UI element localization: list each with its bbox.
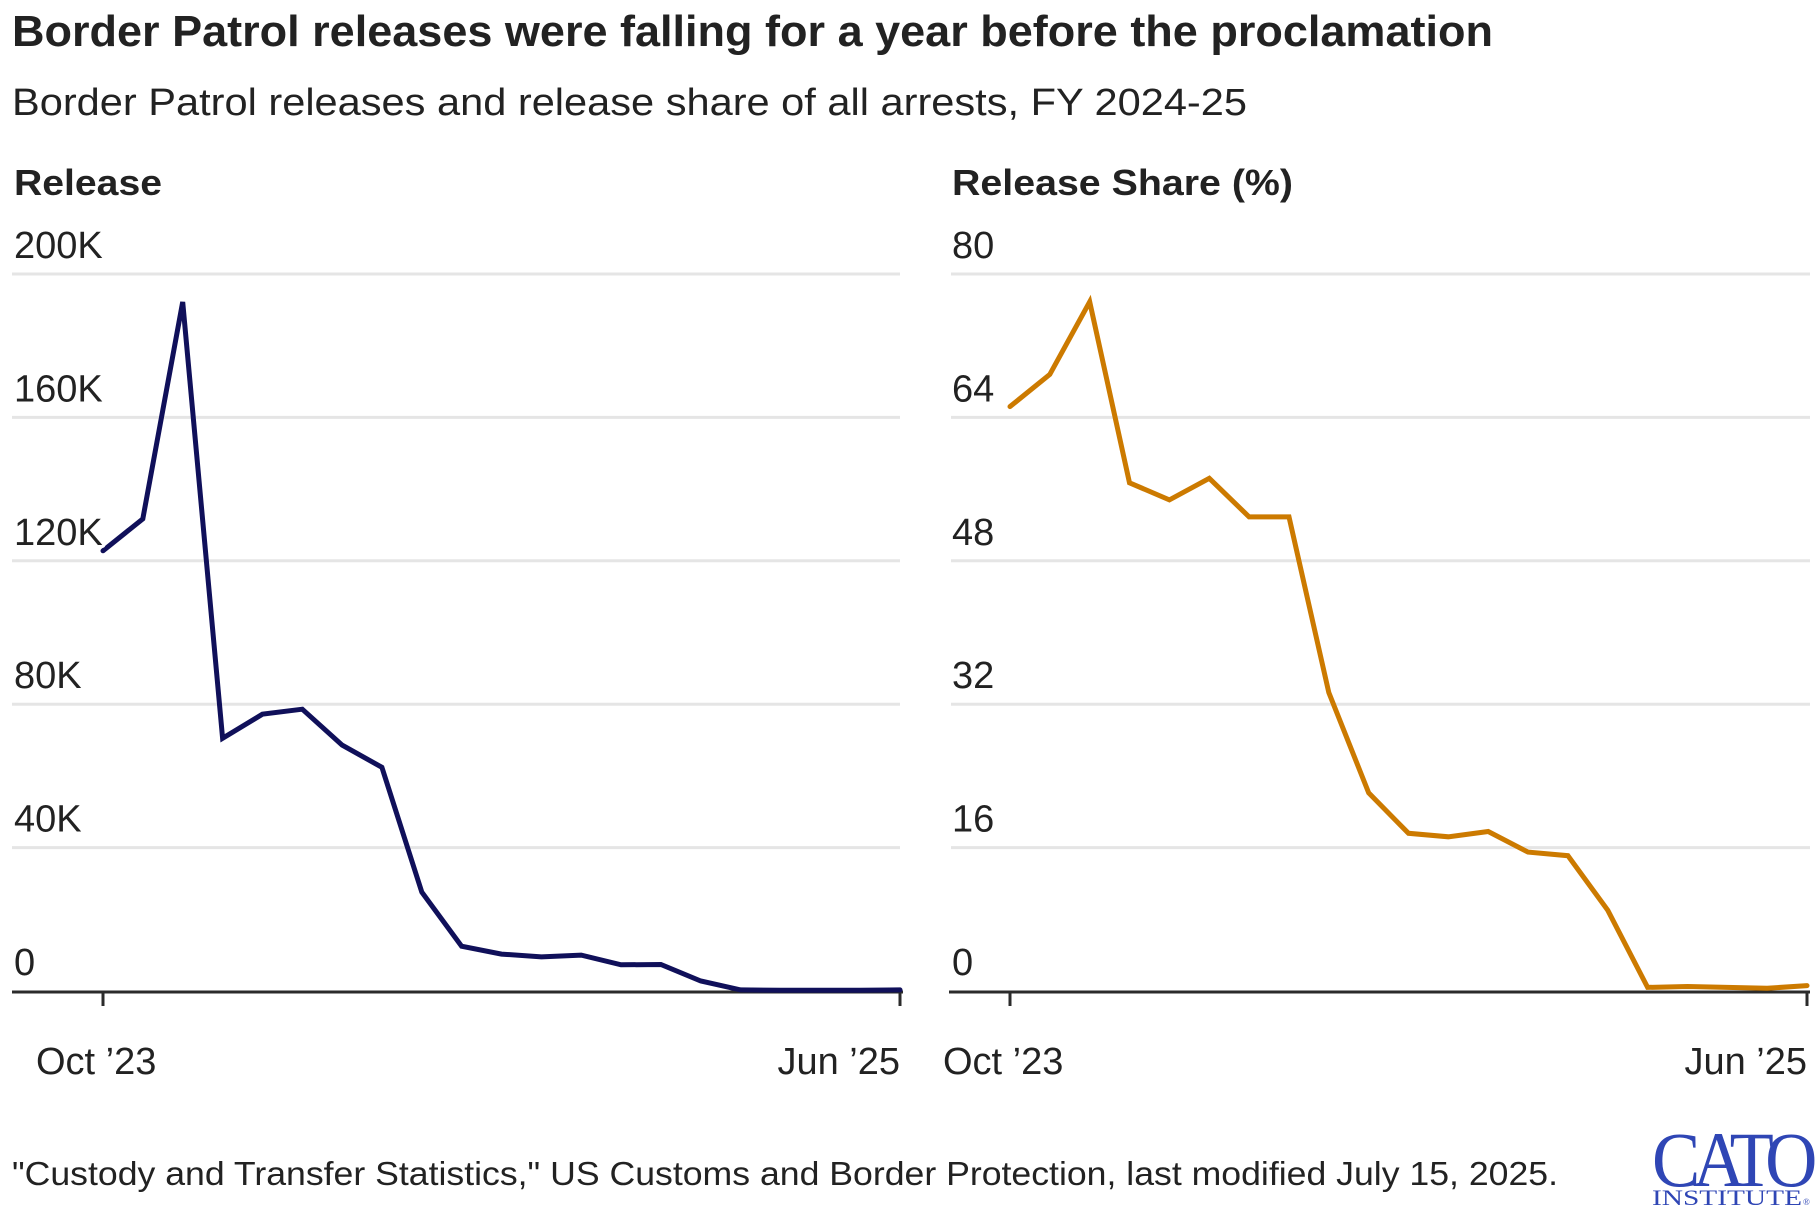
- release-series-line: [100, 301, 903, 993]
- source-note: "Custody and Transfer Statistics," US Cu…: [12, 1155, 1558, 1192]
- release-share-y-tick-label: 32: [952, 655, 994, 697]
- release-y-tick-label: 200K: [14, 225, 103, 267]
- release-share-x-tick-labels: Oct ’23 Jun ’25: [943, 1041, 1807, 1083]
- release-share-panel-title: Release Share (%): [952, 162, 1293, 203]
- release-share-y-tick-label: 80: [952, 225, 994, 267]
- release-y-tick-label: 80K: [14, 655, 82, 697]
- release-share-gridlines: [951, 272, 1810, 850]
- release-panel: Release 0 40K 80K 120K 160K 200K Oct ’23 Jun ’…: [11, 162, 903, 1083]
- release-y-tick-label: 40K: [14, 799, 82, 841]
- release-share-x-axis: [949, 990, 1810, 1006]
- chart-title: Border Patrol releases were falling for …: [12, 7, 1493, 56]
- release-x-tick-labels: Oct ’23 Jun ’25: [36, 1041, 900, 1083]
- release-share-series-line: [1007, 294, 1810, 991]
- logo-wordmark: CATO: [1652, 1116, 1815, 1203]
- registered-mark-icon: ®: [1803, 1197, 1810, 1207]
- release-share-y-tick-labels: 0 16 32 48 64 80: [949, 222, 997, 987]
- release-share-y-tick-label: 0: [952, 942, 973, 984]
- release-x-tick-label-start: Oct ’23: [36, 1041, 156, 1083]
- release-line-layer: [100, 301, 903, 993]
- release-y-tick-labels: 0 40K 80K 120K 160K 200K: [11, 222, 106, 987]
- release-panel-title: Release: [14, 162, 162, 203]
- release-y-tick-label: 120K: [14, 512, 103, 554]
- release-share-x-tick-label-start: Oct ’23: [943, 1041, 1063, 1083]
- release-share-y-tick-label: 48: [952, 512, 994, 554]
- release-y-tick-label: 160K: [14, 368, 103, 410]
- release-share-y-tick-label: 16: [952, 799, 994, 841]
- release-y-tick-label: 0: [14, 942, 35, 984]
- release-share-x-tick-label-end: Jun ’25: [1684, 1041, 1807, 1083]
- release-share-line-layer: [1007, 294, 1810, 991]
- release-x-tick-label-end: Jun ’25: [777, 1041, 900, 1083]
- release-share-panel: Release Share (%) 0 16 32 48 64 80 Oct ’23 Jun…: [943, 162, 1810, 1083]
- logo-subtitle: INSTITUTE: [1652, 1185, 1802, 1210]
- release-share-y-tick-label: 64: [952, 368, 994, 410]
- chart-subtitle: Border Patrol releases and release share…: [12, 82, 1247, 124]
- cato-institute-logo: CATO INSTITUTE ®: [1652, 1116, 1820, 1210]
